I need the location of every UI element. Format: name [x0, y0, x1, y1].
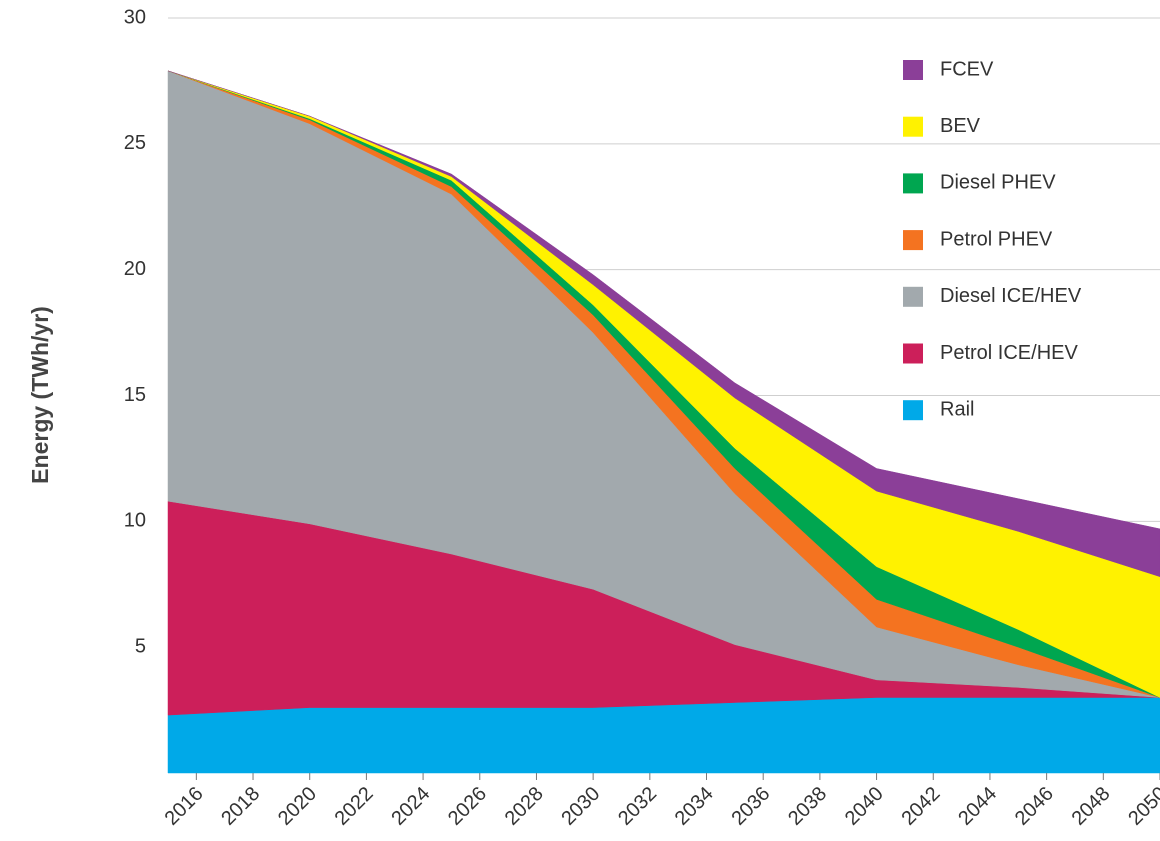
y-tick-label: 5 — [135, 635, 146, 657]
x-tick-label: 2020 — [274, 783, 321, 830]
legend-swatch — [903, 343, 923, 364]
legend-swatch — [903, 116, 923, 137]
x-tick-label: 2046 — [1011, 783, 1058, 830]
x-tick-label: 2050 — [1124, 783, 1160, 830]
x-tick-label: 2018 — [217, 783, 264, 830]
legend-swatch — [903, 60, 923, 80]
x-tick-label: 2028 — [501, 783, 548, 830]
x-tick-label: 2030 — [557, 783, 604, 830]
legend-label: Diesel ICE/HEV — [940, 285, 1082, 307]
legend-label: Petrol ICE/HEV — [940, 342, 1078, 364]
x-tick-label: 2048 — [1068, 783, 1115, 830]
legend-label: FCEV — [940, 58, 994, 80]
legend-swatch — [903, 286, 923, 307]
x-tick-label: 2024 — [387, 783, 434, 830]
legend-swatch — [903, 230, 923, 251]
y-tick-label: 10 — [124, 510, 146, 532]
x-tick-label: 2026 — [444, 783, 491, 830]
x-tick-label: 2036 — [727, 783, 774, 830]
x-tick-label: 2022 — [331, 783, 378, 830]
y-tick-label: 25 — [124, 132, 146, 154]
x-tick-label: 2042 — [898, 783, 945, 830]
x-tick-label: 2044 — [954, 783, 1001, 830]
y-tick-label: 20 — [124, 258, 146, 280]
x-tick-label: 2040 — [841, 783, 888, 830]
area — [167, 697, 1160, 774]
x-tick-label: 2034 — [671, 783, 718, 830]
legend-swatch — [903, 173, 923, 194]
x-tick-label: 2016 — [161, 783, 208, 830]
x-tick-label: 2032 — [614, 783, 661, 830]
legend-label: BEV — [940, 115, 981, 137]
y-axis-label: Energy (TWh/yr) — [27, 306, 53, 484]
legend-label: Petrol PHEV — [940, 228, 1053, 250]
legend-label: Diesel PHEV — [940, 172, 1056, 194]
legend-label: Rail — [940, 398, 974, 420]
area — [167, 70, 1160, 577]
y-tick-label: 15 — [124, 384, 146, 406]
y-tick-label: 30 — [124, 6, 146, 28]
x-tick-label: 2038 — [784, 783, 831, 830]
legend-swatch — [903, 400, 923, 421]
